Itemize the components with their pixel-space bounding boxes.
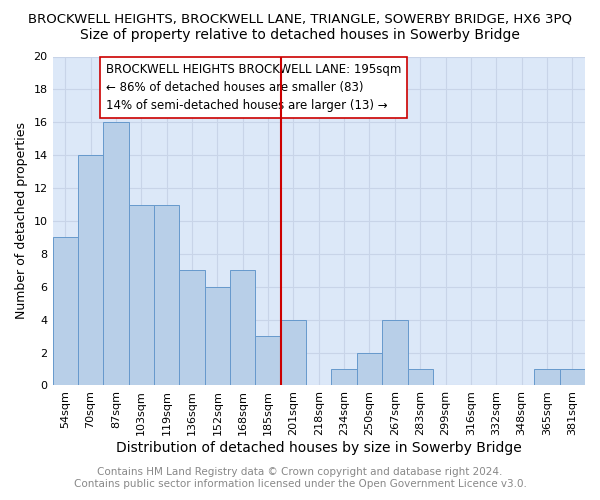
Bar [560, 369, 585, 386]
Bar [53, 238, 78, 386]
Bar [78, 155, 103, 386]
Bar [154, 204, 179, 386]
Text: BROCKWELL HEIGHTS, BROCKWELL LANE, TRIANGLE, SOWERBY BRIDGE, HX6 3PQ: BROCKWELL HEIGHTS, BROCKWELL LANE, TRIAN… [28, 12, 572, 26]
Bar [281, 320, 306, 386]
Bar [230, 270, 256, 386]
Bar [407, 369, 433, 386]
Text: Contains HM Land Registry data © Crown copyright and database right 2024.
Contai: Contains HM Land Registry data © Crown c… [74, 468, 526, 489]
Bar [256, 336, 281, 386]
Bar [205, 287, 230, 386]
Bar [103, 122, 128, 386]
Text: Size of property relative to detached houses in Sowerby Bridge: Size of property relative to detached ho… [80, 28, 520, 42]
Bar [179, 270, 205, 386]
Bar [331, 369, 357, 386]
Bar [382, 320, 407, 386]
Bar [128, 204, 154, 386]
Bar [357, 352, 382, 386]
X-axis label: Distribution of detached houses by size in Sowerby Bridge: Distribution of detached houses by size … [116, 441, 521, 455]
Bar [534, 369, 560, 386]
Text: BROCKWELL HEIGHTS BROCKWELL LANE: 195sqm
← 86% of detached houses are smaller (8: BROCKWELL HEIGHTS BROCKWELL LANE: 195sqm… [106, 63, 401, 112]
Y-axis label: Number of detached properties: Number of detached properties [15, 122, 28, 320]
